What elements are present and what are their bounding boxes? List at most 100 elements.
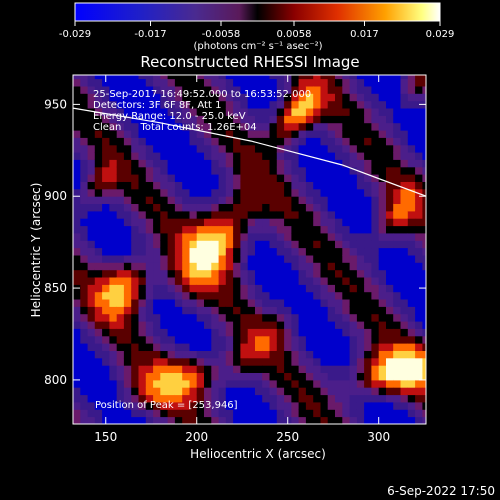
heatmap-cell (153, 78, 161, 87)
heatmap-cell (255, 115, 263, 124)
heatmap-cell (378, 100, 387, 109)
heatmap-cell (73, 240, 81, 249)
heatmap-cell (174, 313, 183, 322)
heatmap-cell (335, 291, 343, 300)
heatmap-cell (320, 144, 329, 153)
heatmap-cell (87, 335, 96, 344)
heatmap-cell (196, 93, 205, 102)
heatmap-cell (240, 75, 249, 80)
heatmap-cell (356, 277, 365, 285)
heatmap-cell (109, 328, 118, 337)
heatmap-cell (73, 210, 81, 219)
heatmap-cell (80, 255, 89, 263)
heatmap-cell (349, 313, 358, 322)
heatmap-cell (102, 240, 110, 249)
heatmap-cell (116, 372, 125, 381)
heatmap-cell (189, 269, 198, 278)
heatmap-cell (364, 203, 372, 212)
heatmap-cell (196, 350, 205, 359)
heatmap-cell (174, 350, 183, 359)
heatmap-cell (313, 387, 321, 396)
heatmap-cell (218, 284, 227, 293)
heatmap-cell (225, 350, 234, 359)
heatmap-cell (364, 166, 372, 175)
heatmap-cell (320, 93, 329, 102)
heatmap-cell (269, 130, 278, 138)
heatmap-cell (356, 159, 365, 168)
heatmap-cell (298, 218, 307, 227)
heatmap-cell (320, 86, 329, 94)
heatmap-cell (342, 299, 351, 307)
heatmap-cell (94, 86, 103, 94)
heatmap-cell (276, 262, 285, 271)
heatmap-cell (189, 166, 198, 175)
heatmap-cell (262, 78, 270, 87)
heatmap-cell (138, 416, 147, 424)
heatmap-cell (94, 166, 103, 175)
heatmap-cell (123, 328, 132, 337)
heatmap-cell (80, 137, 89, 146)
heatmap-cell (182, 291, 190, 300)
heatmap-cell (131, 196, 139, 204)
heatmap-cell (327, 299, 336, 307)
heatmap-cell (349, 321, 358, 329)
heatmap-cell (204, 247, 212, 256)
heatmap-cell (335, 277, 343, 285)
heatmap-cell (109, 335, 118, 344)
heatmap-cell (378, 357, 387, 366)
heatmap-cell (327, 233, 336, 241)
heatmap-cell (349, 181, 358, 190)
heatmap-cell (80, 262, 89, 271)
heatmap-cell (255, 108, 263, 116)
heatmap-cell (102, 394, 110, 403)
heatmap-cell (160, 416, 169, 424)
heatmap-cell (407, 416, 416, 424)
heatmap-cell (225, 100, 234, 109)
heatmap-cell (378, 75, 387, 80)
heatmap-cell (356, 115, 365, 124)
heatmap-cell (378, 335, 387, 344)
heatmap-cell (284, 402, 292, 410)
heatmap-cell (218, 166, 227, 175)
heatmap-cell (262, 93, 270, 102)
heatmap-cell (298, 321, 307, 329)
heatmap-cell (342, 306, 351, 315)
heatmap-cell (189, 372, 198, 381)
heatmap-cell (349, 130, 358, 138)
heatmap-cell (80, 78, 89, 87)
heatmap-cell (138, 321, 147, 329)
heatmap-cell (284, 365, 292, 373)
heatmap-cell (276, 115, 285, 124)
heatmap-cell (255, 225, 263, 234)
heatmap-cell (269, 225, 278, 234)
heatmap-cell (109, 137, 118, 146)
heatmap-cell (160, 78, 169, 87)
heatmap-cell (73, 78, 81, 87)
heatmap-cell (211, 144, 220, 153)
heatmap-cell (167, 394, 176, 403)
heatmap-cell (407, 174, 416, 182)
heatmap-cell (298, 108, 307, 116)
heatmap-cell (145, 365, 154, 373)
heatmap-cell (240, 210, 249, 219)
heatmap-cell (342, 225, 351, 234)
heatmap-cell (291, 277, 300, 285)
heatmap-cell (269, 115, 278, 124)
heatmap-cell (131, 321, 139, 329)
heatmap-cell (116, 247, 125, 256)
heatmap-cell (262, 174, 270, 182)
heatmap-cell (393, 299, 401, 307)
heatmap-cell (284, 115, 292, 124)
heatmap-cell (211, 233, 220, 241)
heatmap-cell (371, 130, 380, 138)
heatmap-cell (73, 402, 81, 410)
heatmap-cell (102, 115, 110, 124)
heatmap-cell (422, 115, 426, 124)
heatmap-cell (160, 247, 169, 256)
heatmap-cell (116, 365, 125, 373)
heatmap-cell (145, 93, 154, 102)
heatmap-cell (167, 108, 176, 116)
heatmap-cell (123, 262, 132, 271)
heatmap-cell (153, 277, 161, 285)
heatmap-cell (80, 152, 89, 160)
